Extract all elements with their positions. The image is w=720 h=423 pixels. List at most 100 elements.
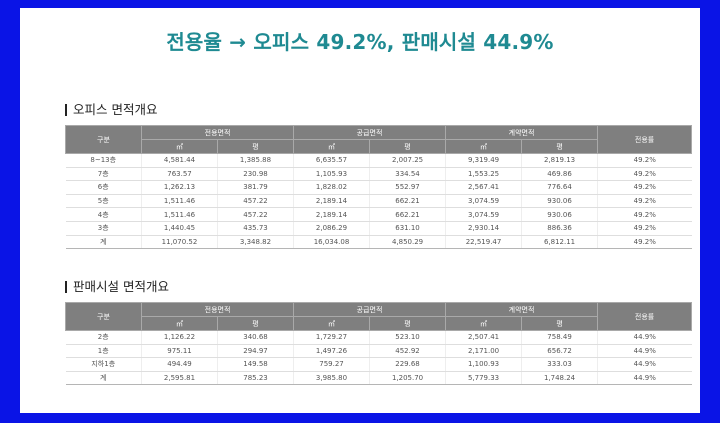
table-cell: 49.2% [597,194,692,209]
header-category: 구분 [65,125,142,154]
table-cell: 49.2% [597,180,692,195]
table-cell: 1,497.26 [293,344,371,359]
table-row: 3층 1,440.45 435.73 2,086.29 631.10 2,930.14 88… [65,221,692,236]
table-row: 1층 975.11 294.97 1,497.26 452.92 2,171.00 656.… [65,344,692,359]
table-cell: 49.2% [597,207,692,222]
table-cell: 229.68 [369,357,447,372]
table-cell: 2,507.41 [445,330,523,345]
table-cell: 334.54 [369,167,447,182]
table-cell: 1,262.13 [141,180,218,195]
header-exclusive-area: 전용면적 [140,125,295,140]
table-cell: 44.9% [597,330,692,345]
table-cell: 975.11 [141,344,218,359]
table-cell: 44.9% [597,357,692,372]
table-cell: 340.68 [217,330,295,345]
header-pyeong: 평 [521,316,599,331]
page-title: 전용율 → 오피스 49.2%, 판매시설 44.9% [166,30,554,54]
row-label: 3층 [65,221,142,236]
table-cell: 1,511.46 [141,207,218,222]
table-cell: 49.2% [597,235,692,250]
table-cell: 6,635.57 [293,153,371,168]
table-cell: 1,828.02 [293,180,371,195]
table-row: 6층 1,262.13 381.79 1,828.02 552.97 2,567.41 77… [65,180,692,195]
table-cell: 6,812.11 [521,235,599,250]
retail-table-body: 2층 1,126.22 340.68 1,729.27 523.10 2,507.41 75… [65,330,692,386]
table-cell: 886.36 [521,221,599,236]
office-area-table: 구분 전용면적 공급면적 계약면적 전용률 ㎡ 평 ㎡ 평 ㎡ 평 8~13층 4… [65,125,693,250]
header-exclusive-ratio: 전용률 [597,302,693,331]
table-cell: 2,819.13 [521,153,599,168]
table-cell: 149.58 [217,357,295,372]
row-label: 4층 [65,207,142,222]
table-cell: 2,595.81 [141,371,218,386]
header-category: 구분 [65,302,142,331]
table-cell: 457.22 [217,207,295,222]
table-cell: 1,385.88 [217,153,295,168]
header-contract-area: 계약면적 [445,125,599,140]
header-pyeong: 평 [216,316,295,331]
table-cell: 452.92 [369,344,447,359]
table-cell: 2,567.41 [445,180,523,195]
table-cell: 294.97 [217,344,295,359]
header-pyeong: 평 [216,139,295,154]
table-cell: 2,189.14 [293,194,371,209]
office-table-body: 8~13층 4,581.44 1,385.88 6,635.57 2,007.25 9,3… [65,153,692,250]
table-cell: 22,519.47 [445,235,523,250]
table-row: 지하1층 494.49 149.58 759.27 229.68 1,100.93 333.… [65,357,692,372]
table-row: 8~13층 4,581.44 1,385.88 6,635.57 2,007.25 9,3… [65,153,692,168]
table-cell: 656.72 [521,344,599,359]
row-label: 지하1층 [65,357,142,372]
header-sqm: ㎡ [141,316,218,331]
row-label: 계 [65,371,142,386]
header-sqm: ㎡ [445,139,523,154]
table-cell: 457.22 [217,194,295,209]
table-cell: 3,074.59 [445,207,523,222]
table-cell: 930.06 [521,207,599,222]
table-cell: 3,348.82 [217,235,295,250]
table-cell: 785.23 [217,371,295,386]
table-cell: 435.73 [217,221,295,236]
header-contract-area: 계약면적 [445,302,599,317]
table-cell: 16,034.08 [293,235,371,250]
table-cell: 494.49 [141,357,218,372]
office-section-title: 오피스 면적개요 [65,103,157,116]
row-label: 6층 [65,180,142,195]
table-row: 7층 763.57 230.98 1,105.93 334.54 1,553.25 469.… [65,167,692,182]
header-pyeong: 평 [369,316,447,331]
table-cell: 552.97 [369,180,447,195]
table-cell: 523.10 [369,330,447,345]
table-cell: 49.2% [597,167,692,182]
table-cell: 4,850.29 [369,235,447,250]
retail-section-title: 판매시설 면적개요 [65,280,169,293]
table-cell: 1,126.22 [141,330,218,345]
table-cell: 763.57 [141,167,218,182]
table-cell: 44.9% [597,371,692,386]
table-cell: 776.64 [521,180,599,195]
table-cell: 2,086.29 [293,221,371,236]
table-cell: 5,779.33 [445,371,523,386]
header-supply-area: 공급면적 [293,125,447,140]
table-cell: 1,553.25 [445,167,523,182]
header-sqm: ㎡ [293,139,371,154]
row-label: 5층 [65,194,142,209]
header-pyeong: 평 [521,139,599,154]
table-cell: 2,007.25 [369,153,447,168]
header-sqm: ㎡ [141,139,218,154]
table-cell: 662.21 [369,207,447,222]
row-label: 7층 [65,167,142,182]
table-cell: 758.49 [521,330,599,345]
table-cell: 49.2% [597,221,692,236]
header-supply-area: 공급면적 [293,302,447,317]
row-label: 8~13층 [65,153,142,168]
table-row: 2층 1,126.22 340.68 1,729.27 523.10 2,507.41 75… [65,330,692,345]
retail-area-table: 구분 전용면적 공급면적 계약면적 전용률 ㎡ 평 ㎡ 평 ㎡ 평 2층 1,12… [65,302,693,386]
table-cell: 469.86 [521,167,599,182]
table-cell: 4,581.44 [141,153,218,168]
table-row: 4층 1,511.46 457.22 2,189.14 662.21 3,074.59 93… [65,207,692,222]
table-cell: 49.2% [597,153,692,168]
table-cell: 333.03 [521,357,599,372]
table-cell: 1,205.70 [369,371,447,386]
table-cell: 1,440.45 [141,221,218,236]
row-label: 2층 [65,330,142,345]
page: 전용율 → 오피스 49.2%, 판매시설 44.9% 오피스 면적개요 구분 … [20,8,700,413]
